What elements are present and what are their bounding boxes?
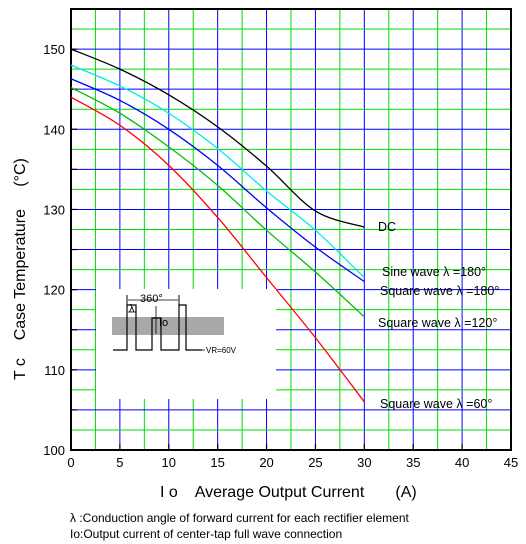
inset-voltage-label: VR=60V [206,346,237,355]
y-tick-labels: 100 110 120 130 140 150 [43,42,65,458]
y-tick-label: 130 [43,202,65,217]
x-axis-title: I o Average Output Current (A) [160,484,417,501]
inset-shaded-band [112,317,224,335]
inset-period-label: 360° [140,293,163,305]
waveform-inset: 360° λ Io VR=60V [96,289,276,399]
series-line-4 [70,96,365,403]
label-sine-180: Sine wave λ =180° [382,265,486,279]
series-lines [70,48,365,403]
label-square-60: Square wave λ =60° [380,397,492,411]
label-dc: DC [378,220,396,234]
footnote-io: Io:Output current of center-tap full wav… [70,527,343,541]
y-tick-label: 120 [43,283,65,298]
x-tick-label: 10 [162,455,176,470]
series-line-1 [70,64,365,279]
series-line-0 [70,48,365,228]
series-line-3 [70,87,365,318]
inset-lambda-label: λ [129,303,135,315]
inset-waveform [113,304,202,351]
x-tick-label: 35 [406,455,420,470]
x-tick-label: 20 [259,455,273,470]
label-square-120: Square wave λ =120° [378,316,497,330]
label-square-180: Square wave λ =180° [380,284,499,298]
y-tick-label: 140 [43,122,65,137]
x-tick-label: 40 [455,455,469,470]
x-tick-label: 15 [210,455,224,470]
x-tick-labels: 0 5 10 15 20 25 30 35 40 45 [67,455,518,470]
plot-frame [70,8,512,451]
y-tick-label: 150 [43,42,65,57]
series-line-2 [70,78,365,283]
x-tick-label: 5 [116,455,123,470]
inset-current-label: Io [159,317,168,329]
footnote-lambda: λ :Conduction angle of forward current f… [70,511,409,525]
x-tick-label: 0 [67,455,74,470]
tick-marks [70,8,512,451]
x-tick-label: 45 [504,455,518,470]
y-tick-label: 110 [44,363,65,378]
y-tick-label: 100 [43,443,65,458]
x-tick-label: 30 [357,455,371,470]
grid [71,9,511,450]
y-axis-title: T c Case Temperature (°C) [12,158,29,380]
x-tick-label: 25 [308,455,322,470]
